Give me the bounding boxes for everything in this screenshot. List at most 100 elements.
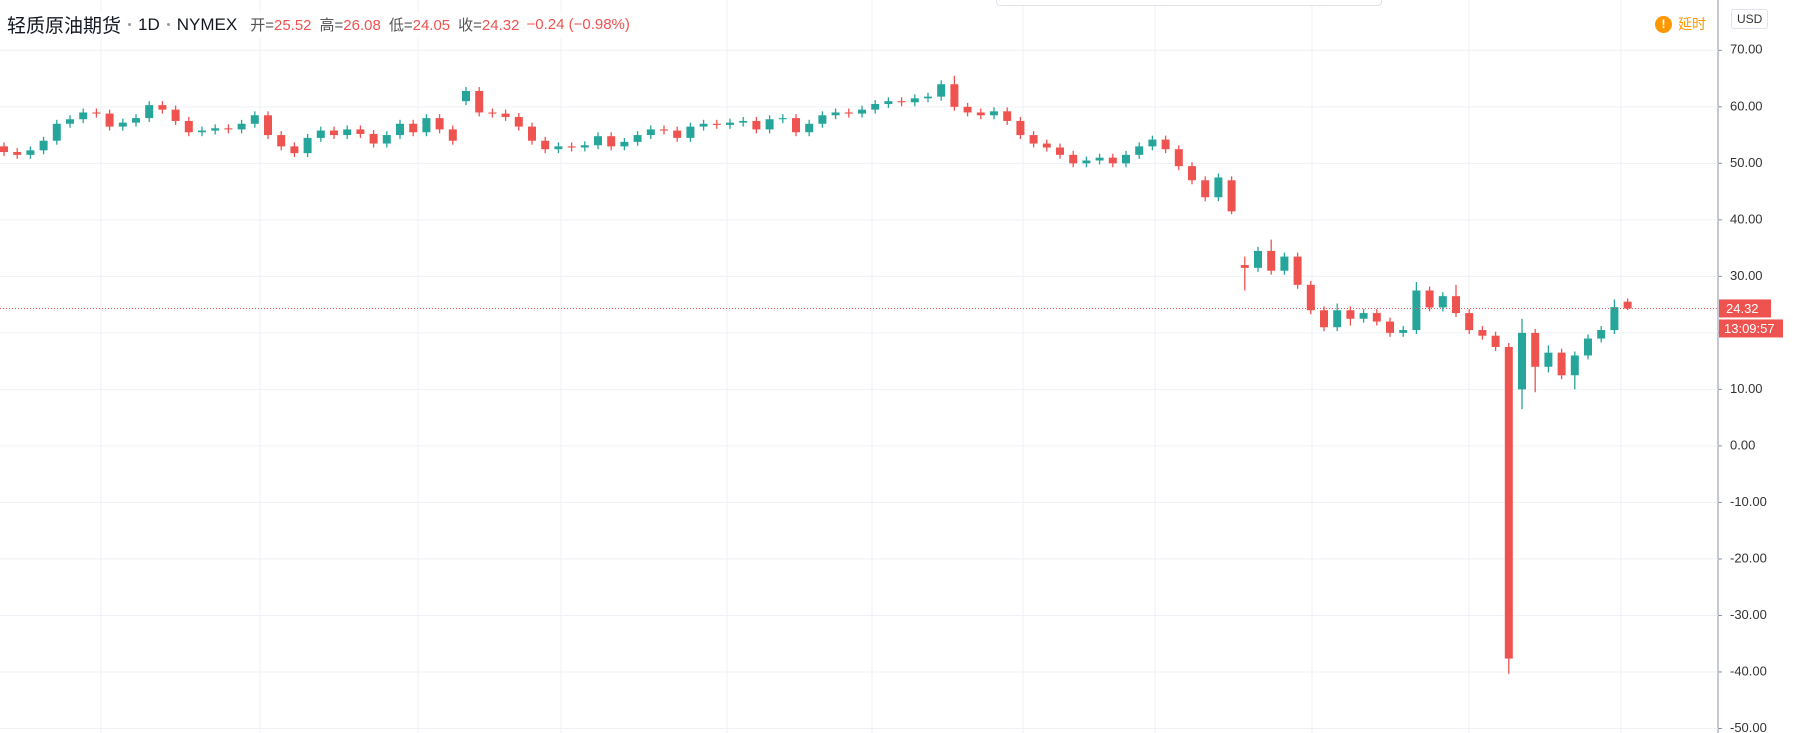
candle-body xyxy=(528,126,536,141)
candle-body xyxy=(818,115,827,124)
candle-body xyxy=(1557,352,1566,376)
candle-body xyxy=(1399,330,1408,333)
candle-body xyxy=(1346,310,1355,319)
candle-body xyxy=(145,105,154,119)
candle-body xyxy=(132,118,140,123)
candle-body xyxy=(778,118,787,120)
candle-body xyxy=(105,113,114,127)
candle-body xyxy=(396,123,404,136)
ohlc-item: 低=24.05 xyxy=(389,14,450,35)
candle-body xyxy=(171,109,180,121)
currency[interactable]: USD xyxy=(1731,9,1769,29)
candle-body xyxy=(963,106,972,113)
candle-body xyxy=(554,146,563,150)
candle-body xyxy=(1240,265,1249,268)
candle-body xyxy=(435,118,444,130)
candle-body xyxy=(633,135,642,142)
separator xyxy=(166,23,170,26)
candle-body xyxy=(1069,154,1078,164)
candle-body xyxy=(290,146,299,154)
candle-body xyxy=(448,129,457,141)
candle-body xyxy=(118,122,127,127)
ohlc-label: 高= xyxy=(319,17,344,34)
symbol: 轻质原油期货 xyxy=(7,16,122,37)
delay-badge[interactable]: ! 延时 xyxy=(1655,14,1706,34)
interval: 1D xyxy=(138,14,160,34)
candle-body xyxy=(158,105,167,110)
candle-body xyxy=(1042,143,1051,148)
candle-body xyxy=(1161,139,1170,150)
candle-body xyxy=(1280,256,1289,271)
candle-body xyxy=(752,120,761,130)
candle-body xyxy=(237,123,246,130)
candle-body xyxy=(686,126,695,138)
candle-body xyxy=(567,146,576,148)
candle-body xyxy=(765,119,774,130)
candle-body xyxy=(422,118,431,133)
candle-body xyxy=(1254,250,1262,268)
candle-body xyxy=(1531,332,1540,367)
candle-body xyxy=(0,146,8,153)
candle-body xyxy=(52,123,61,141)
candle-body xyxy=(1174,149,1183,167)
ohlc-value: 25.52 xyxy=(273,17,312,34)
y-tick-label: 60.00 xyxy=(1730,98,1763,113)
ohlc-item: 开=25.52 xyxy=(250,14,311,35)
candle-body xyxy=(1267,250,1276,271)
candle-body xyxy=(264,115,272,136)
candle-body xyxy=(699,123,708,127)
candle-body xyxy=(39,140,48,151)
candle-body xyxy=(1504,347,1513,659)
candle-body xyxy=(198,130,206,133)
candle-body xyxy=(1122,154,1130,164)
candle-body xyxy=(343,129,352,136)
toolbar[interactable] xyxy=(996,0,1382,6)
candle-body xyxy=(1610,307,1619,331)
candle-body xyxy=(488,112,497,114)
y-tick-label: -10.00 xyxy=(1730,494,1767,509)
candle-body xyxy=(475,90,484,113)
y-tick-label: 50.00 xyxy=(1730,155,1763,170)
candle-body xyxy=(1465,313,1474,331)
candle-body xyxy=(184,120,193,133)
candle-body xyxy=(1544,352,1553,367)
candle-body xyxy=(990,111,998,116)
candle-body xyxy=(1584,338,1592,356)
ohlc: 开=25.52 高=26.08 低=24.05 收=24.32 xyxy=(250,14,519,35)
candle-body xyxy=(871,103,880,110)
legend-header: 轻质原油期货 1D NYMEX 开=25.52 高=26.08 低=24.05 收=2… xyxy=(7,11,630,38)
y-tick-label: -20.00 xyxy=(1730,550,1767,565)
ohlc-value: 24.05 xyxy=(412,17,451,34)
y-grid xyxy=(0,49,1718,729)
candle-body xyxy=(594,136,602,146)
candle-body xyxy=(316,130,325,138)
candle-body xyxy=(792,118,800,133)
candle-body xyxy=(382,135,391,144)
candle-body xyxy=(1148,139,1157,147)
candle-body xyxy=(844,112,853,114)
candle-body xyxy=(541,140,550,150)
candle-body xyxy=(501,113,510,117)
candle-body xyxy=(620,141,629,147)
candle-body xyxy=(646,129,655,136)
ohlc-value: 26.08 xyxy=(343,17,381,34)
candle-body xyxy=(1188,166,1196,181)
candle-body xyxy=(1333,310,1342,328)
candle-body xyxy=(1056,147,1064,155)
y-tick-label: 40.00 xyxy=(1730,211,1763,226)
candle-body xyxy=(1227,180,1236,212)
ohlc-label: 低= xyxy=(388,17,413,34)
candle-body xyxy=(1082,160,1091,164)
separator xyxy=(128,23,132,26)
candle-body xyxy=(1003,111,1012,121)
candle-body xyxy=(976,112,985,116)
y-tick-label: -40.00 xyxy=(1730,663,1767,678)
candle-body xyxy=(1359,313,1368,319)
candle-body xyxy=(1320,310,1328,328)
candle-body xyxy=(330,130,338,136)
last-price-label: 24.32 xyxy=(1726,301,1759,316)
candle-body xyxy=(805,123,814,133)
candle-body xyxy=(1016,120,1025,136)
